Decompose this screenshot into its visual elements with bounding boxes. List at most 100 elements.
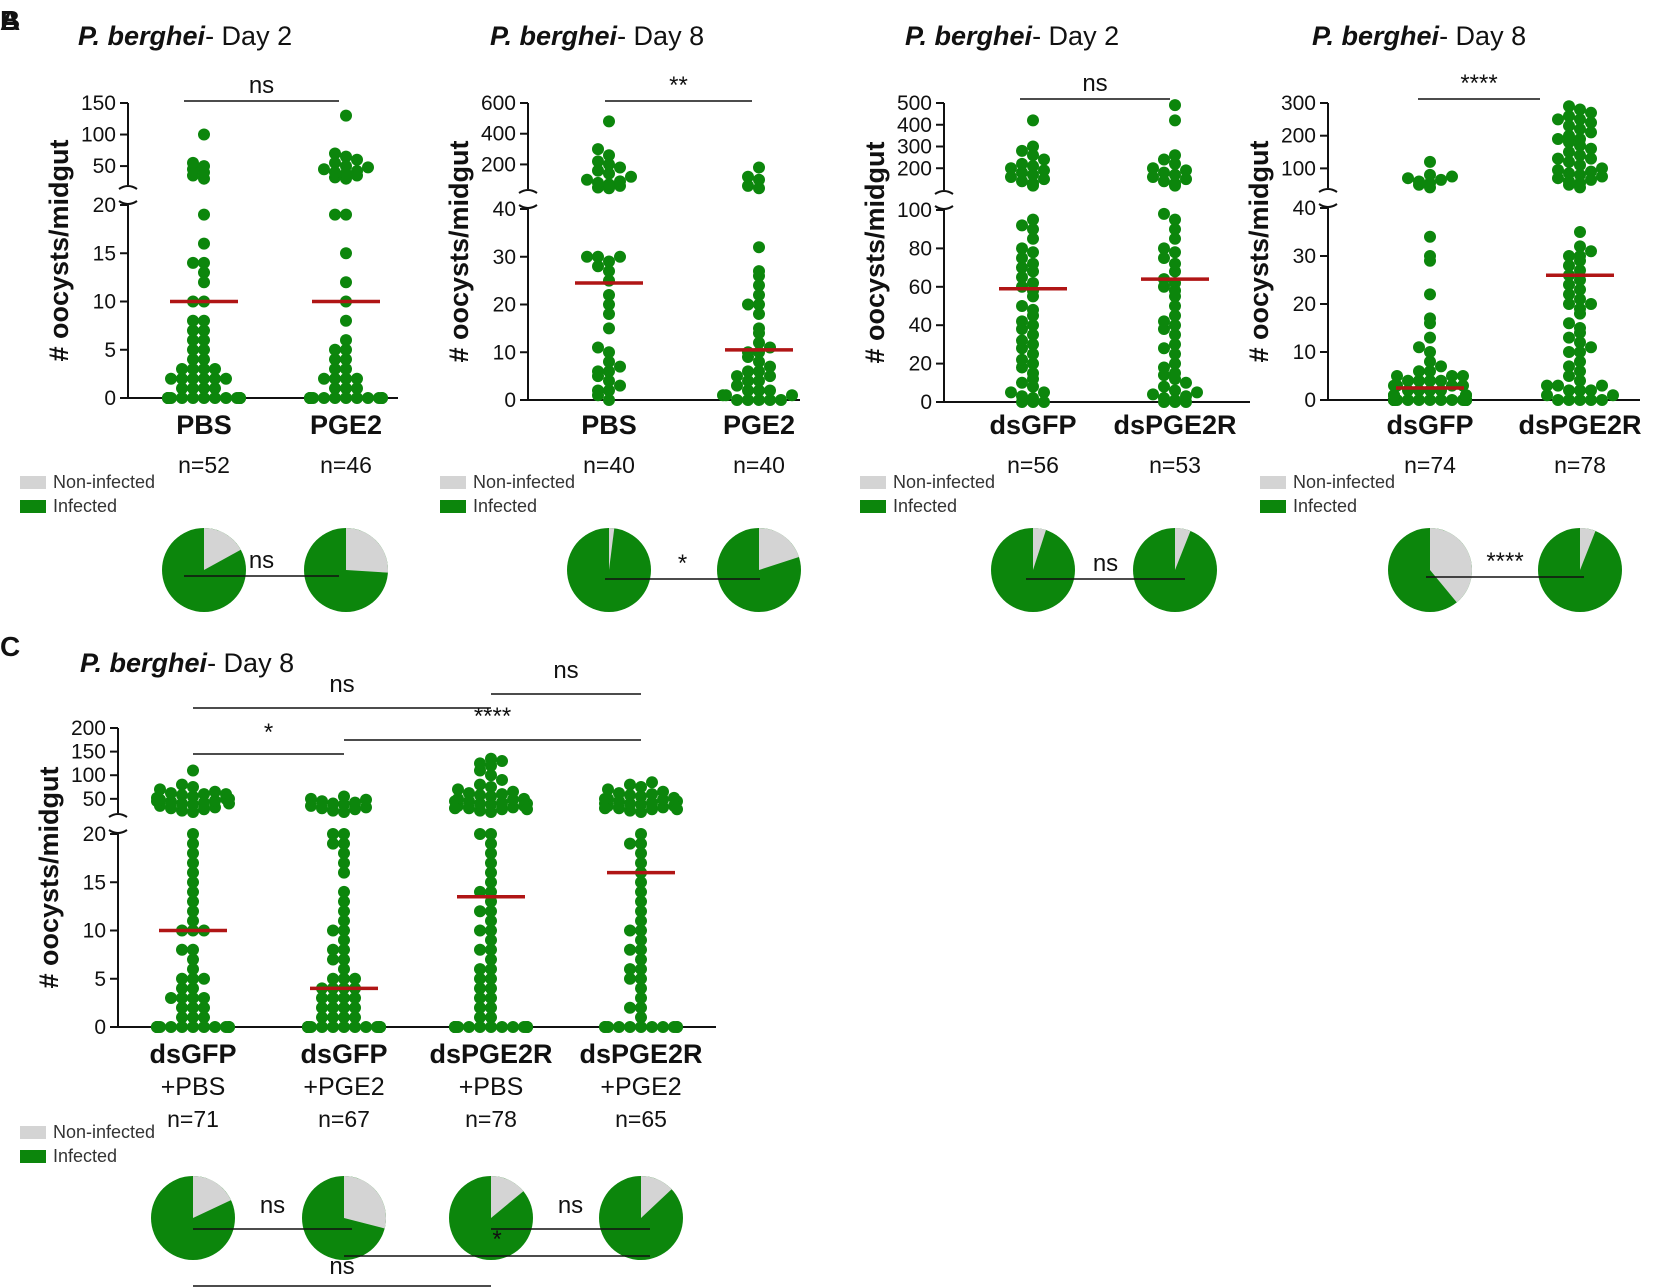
pie-non-infected-slice [344,1176,386,1229]
data-point [198,1011,210,1024]
data-point [635,1001,647,1014]
significance-label: * [264,719,273,746]
data-point [742,374,754,387]
y-tick-label: 0 [1304,389,1316,412]
data-point [1016,271,1028,284]
data-point [474,789,486,802]
data-point [1563,146,1575,159]
data-point [635,856,647,869]
data-point [198,334,210,347]
data-point [1027,246,1039,259]
data-point [1596,379,1608,392]
data-point [657,785,669,798]
data-point [340,334,352,347]
data-point [1191,386,1203,399]
data-point [162,392,174,404]
data-point [599,802,611,815]
data-point [1585,142,1597,155]
axis-break-mark [118,185,138,190]
y-axis-label: # oocysts/midgut [444,140,474,362]
data-point [753,182,765,195]
data-point [592,341,604,354]
y-tick-label: 60 [909,276,932,299]
n-count-label: n=46 [320,452,372,478]
data-point [198,276,210,289]
significance-label: ns [558,1192,583,1219]
legend-swatch-non-infected [20,476,46,489]
pie-non-infected-slice [193,1176,232,1218]
data-point [198,1021,210,1033]
data-point [209,372,221,385]
n-count-label: n=78 [465,1106,517,1132]
data-point [603,308,615,321]
data-point [1413,341,1425,354]
data-point [187,905,199,918]
data-point [316,1001,328,1014]
data-point [603,149,615,162]
x-category-label: dsGFP [300,1039,387,1069]
data-point [603,355,615,368]
data-point [635,972,647,985]
data-point [1574,355,1586,368]
data-point [1585,394,1597,406]
legend-swatch-non-infected [440,476,466,489]
data-point [1027,213,1039,226]
y-tick-label: 20 [909,353,932,376]
data-point [1435,394,1447,406]
data-point [764,394,776,406]
data-point [187,1001,199,1014]
data-point [1424,288,1436,301]
data-point [187,314,199,327]
data-point [1574,374,1586,387]
data-point [1457,370,1469,382]
title-species: P. berghei [1312,21,1440,51]
data-point [198,392,210,404]
data-point [624,789,636,802]
data-point [1424,394,1436,406]
data-point [1158,175,1170,188]
data-point [592,250,604,263]
data-point [340,247,352,260]
y-tick-label: 0 [504,389,516,412]
data-point [1563,394,1575,406]
data-point [1016,300,1028,312]
data-point [1158,252,1170,264]
data-point [603,298,615,311]
data-point [474,797,486,810]
x-category-label: PBS [581,410,637,440]
data-point [1563,346,1575,358]
data-point [1563,250,1575,262]
y-tick-label: 15 [83,871,106,894]
data-point [1169,328,1181,341]
y-tick-label: 20 [83,823,106,846]
n-count-label: n=67 [318,1106,370,1132]
data-point [338,934,350,947]
data-point [329,343,341,356]
data-point [1574,365,1586,378]
data-point [176,392,188,404]
data-point [351,153,363,166]
data-point [635,914,647,927]
data-point [1585,245,1597,258]
data-point [198,796,210,809]
data-point [1585,126,1597,139]
data-point [485,982,497,995]
data-point [327,943,339,956]
data-point [198,972,210,985]
data-point [485,790,497,803]
data-point [198,382,210,395]
data-point [1563,317,1575,330]
data-point [1027,257,1039,270]
data-point [603,265,615,278]
y-tick-label: 300 [897,136,932,159]
data-point [1147,170,1159,183]
data-point [603,255,615,268]
y-tick-label: 30 [493,246,516,269]
title-species: P. berghei [905,21,1033,51]
data-point [592,365,604,378]
data-point [1027,177,1039,190]
data-point [753,336,765,349]
data-point [1563,298,1575,310]
y-tick-label: 50 [83,788,106,811]
data-point [1552,132,1564,145]
